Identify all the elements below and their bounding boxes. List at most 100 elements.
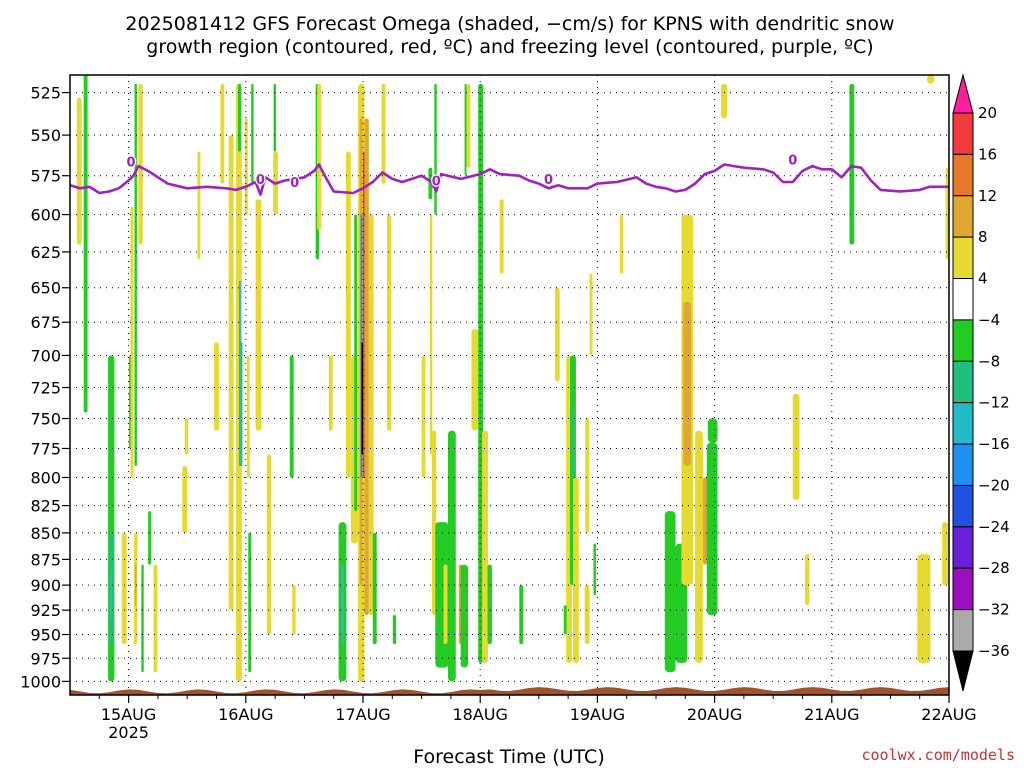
omega-shade-yellow [76, 97, 82, 245]
x-tick-label: 18AUG [452, 705, 507, 724]
omega-shade-yellow [130, 206, 134, 478]
omega-shade-yellow [804, 554, 810, 606]
omega-shade-green [289, 355, 294, 478]
omega-shade-yellow [619, 214, 624, 274]
colorbar-label: −28 [978, 559, 1010, 577]
credit-link[interactable]: coolwx.com/models [861, 746, 1015, 764]
omega-shade-yellow [228, 135, 234, 611]
colorbar-box [952, 153, 974, 197]
colorbar-box [952, 609, 974, 652]
omega-shade-green [664, 511, 676, 673]
colorbar-label: −32 [978, 601, 1010, 619]
omega-shade-green [519, 585, 524, 645]
omega-shade-green [428, 167, 433, 200]
colorbar-label: −12 [978, 394, 1010, 412]
omega-shade-yellow [945, 167, 949, 260]
colorbar-label: 8 [978, 228, 988, 246]
y-tick-label: 750 [30, 410, 61, 429]
y-tick-label: 700 [30, 346, 61, 365]
colorbar-box [952, 278, 974, 321]
colorbar-box [952, 195, 974, 238]
y-tick-label: 550 [30, 126, 61, 145]
omega-shade-yellow [328, 355, 333, 431]
colorbar-label: 16 [978, 145, 997, 163]
omega-shade-yellow [482, 430, 489, 663]
omega-shade-green [372, 532, 377, 645]
omega-shade-yellow [584, 585, 590, 645]
omega-shade-green [251, 83, 254, 184]
omega-shade-yellow [317, 83, 322, 230]
omega-shade-yellow [792, 393, 800, 501]
freezing-level-label: 0 [544, 173, 553, 188]
omega-shade-black [361, 342, 364, 455]
y-tick-label: 600 [30, 206, 61, 225]
omega-shade-yellow [499, 199, 504, 274]
x-tick-year-label: 2025 [108, 723, 149, 742]
omega-shade-yellow [466, 83, 471, 168]
omega-shading [76, 75, 949, 682]
omega-shade-yellow [942, 522, 949, 586]
freezing-level-label: 0 [788, 154, 797, 169]
y-tick-label: 950 [30, 626, 61, 645]
freezing-level-label: 0 [127, 155, 136, 170]
omega-shade-green [83, 75, 88, 413]
omega-shade-green [237, 83, 241, 152]
omega-shade-orange [364, 118, 369, 616]
omega-shade-yellow [589, 273, 593, 356]
colorbar-box [952, 402, 974, 445]
omega-shade-yellow [381, 83, 386, 184]
omega-shade-yellow [386, 214, 392, 431]
omega-shade-yellow [214, 342, 219, 431]
x-tick-label: 15AUG [101, 705, 156, 724]
freezing-level-line [69, 163, 949, 196]
colorbar-label: 20 [978, 104, 997, 122]
colorbar-box [952, 567, 974, 611]
colorbar: 20 16 12 8 4 −4 −8 −12 −16 −20 −24 −28 −32 −36 [952, 73, 1010, 692]
omega-shade-green [248, 532, 252, 673]
y-tick-label: 650 [30, 279, 61, 298]
omega-shade-green [148, 511, 152, 565]
colorbar-label: 4 [978, 270, 988, 288]
colorbar-box [952, 319, 974, 362]
chart-title-line-1: 2025081412 GFS Forecast Omega (shaded, −… [125, 13, 894, 35]
omega-shade-green [134, 83, 137, 466]
x-tick-label: 17AUG [335, 705, 390, 724]
omega-shade-yellow [246, 355, 250, 478]
omega-shade-green [354, 214, 358, 512]
omega-shade-yellow [917, 554, 931, 663]
freezing-level-label: 0 [432, 174, 441, 189]
colorbar-box [952, 112, 974, 155]
omega-shade-yellow [368, 214, 374, 616]
omega-shade-yellow [572, 477, 579, 663]
freezing-level-label: 0 [256, 173, 265, 188]
colorbar-box [952, 236, 974, 280]
freezing-level-label: 0 [290, 176, 299, 191]
omega-shade-yellow [720, 83, 728, 119]
y-axis: 525 550 575 600 625 650 675 700 725 750 775 800 825 8… [20, 84, 70, 691]
colorbar-box [952, 360, 974, 404]
y-tick-label: 775 [30, 439, 61, 458]
omega-shade-cyan [341, 564, 344, 645]
omega-shade-green [707, 418, 718, 443]
omega-shade-yellow [927, 75, 935, 84]
y-tick-label: 675 [30, 313, 61, 332]
y-tick-label: 575 [30, 167, 61, 186]
colorbar-label: −24 [978, 518, 1010, 536]
colorbar-label: −8 [978, 352, 1000, 370]
omega-shade-teal [572, 406, 575, 478]
omega-shade-yellow [255, 199, 262, 431]
colorbar-label: −16 [978, 435, 1010, 453]
y-tick-label: 925 [30, 601, 61, 620]
omega-shade-yellow [138, 83, 143, 245]
omega-shade-yellow [121, 532, 127, 645]
omega-shade-green [447, 430, 456, 682]
colorbar-label: −36 [978, 642, 1010, 660]
omega-shade-orange [134, 564, 137, 606]
omega-shade-yellow [184, 418, 189, 455]
colorbar-box [952, 484, 974, 528]
terrain-ground [70, 687, 949, 695]
omega-shade-yellow [182, 465, 188, 533]
y-tick-label: 525 [30, 84, 61, 103]
